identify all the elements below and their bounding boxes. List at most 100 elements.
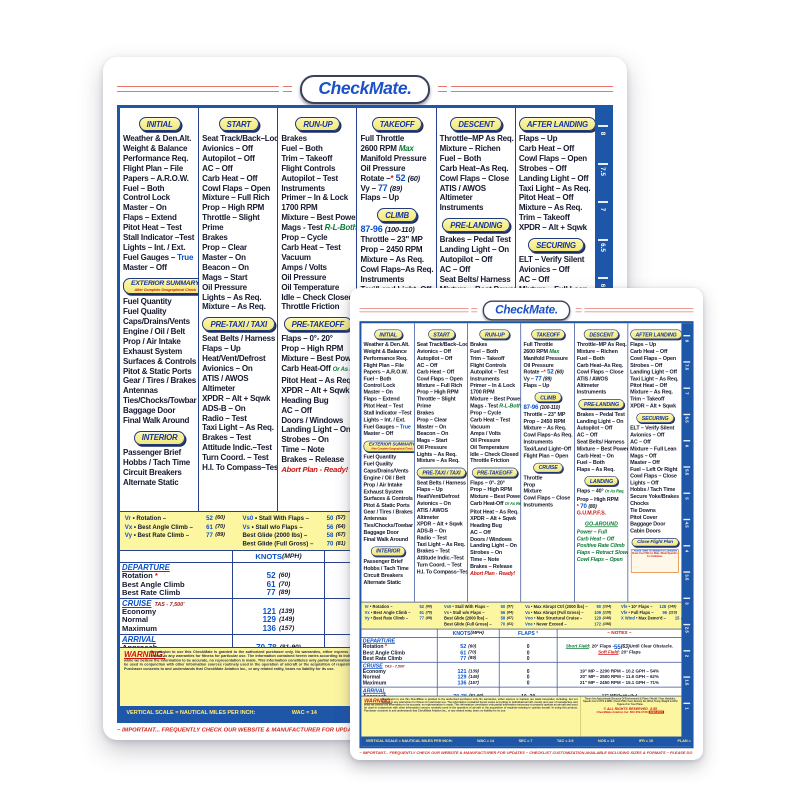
- checklist-item: Brakes – Pedal Test: [440, 235, 513, 245]
- checklist-text: Seat Belts/ Harness: [439, 274, 511, 284]
- checklist-text: Chocks: [630, 500, 649, 507]
- section-button-pre-taxi-taxi: PRE-TAXI / TAXI: [417, 467, 466, 478]
- checklist-item: Flight Controls: [281, 164, 354, 174]
- checkmate-logo: CheckMate.: [300, 74, 430, 104]
- warning-side-note: Times Are Approximate Because Of Environ…: [583, 697, 678, 706]
- checklist-text: Prime: [202, 223, 224, 233]
- checklist-items: Seat Belts / Harness Flaps – Up Heat/Vent/…: [417, 480, 468, 576]
- checklist-text: Prop / Air Intake: [363, 481, 403, 488]
- checklist-item: Cabin Doors: [630, 528, 680, 535]
- checklist-item: Flight Plan – Open: [523, 452, 572, 459]
- checklist-item: Control Lock: [123, 193, 196, 203]
- checklist-item: Mags – Start: [417, 437, 466, 444]
- checklist-text: (89): [389, 183, 403, 193]
- checklist-text: Ties/Chocks/Towbar: [123, 396, 197, 406]
- checklist-item: Taxi Light – As Req.: [519, 184, 593, 194]
- checklist-text: Mags - Test: [281, 223, 325, 233]
- update-notice: ~ IMPORTANT... FREQUENTLY CHECK OUR WEBS…: [359, 750, 693, 758]
- checklist-item: XPDR – Alt + Sqwk: [470, 515, 519, 522]
- checklist-item: Flaps – 0°- 20°: [281, 334, 354, 344]
- checklist-item: Fuel – Both: [577, 355, 626, 362]
- checklist-item: Prop – High RPM: [417, 389, 466, 396]
- checklist-text: Final Walk Around: [123, 416, 190, 426]
- warning-band: WARNING: Permission to use this CheckMate…: [361, 695, 682, 737]
- checklist-text: Soft Field: [598, 649, 619, 655]
- checklist-items: Brakes Fuel – Both Trim – Takeoff Flight Co…: [281, 134, 356, 312]
- speeds-row-label: Best Angle Climb: [122, 579, 185, 589]
- warning-body-wrap: Permission to use this CheckMate is gran…: [364, 698, 578, 713]
- checklist-text: Abort Plan - Ready!: [470, 570, 516, 577]
- checklist-text: Oil Pressure: [360, 163, 406, 173]
- vspeed-mph: (126): [602, 610, 612, 615]
- checklist-text: Manifold Pressure: [360, 153, 427, 163]
- vspeed-label: Vs0 • Stall With Flaps –: [443, 604, 489, 610]
- checklist-text: 87-96: [523, 403, 540, 411]
- checklist-text: Taxi Light – As Req.: [416, 541, 466, 548]
- section-button-label: INITIAL: [379, 331, 397, 338]
- checklist-item: Heading Bug: [470, 522, 519, 529]
- speeds-group-name: CRUISE TAS - 7,500': [122, 598, 185, 608]
- checklist-item: Autopilot – Test: [470, 369, 519, 376]
- checklist-items: Brakes Fuel – Both Trim – Takeoff Flight Co…: [470, 341, 521, 464]
- section-button-label: AFTER LANDING: [635, 331, 677, 338]
- checklist-text: AC – Off: [630, 438, 651, 445]
- ruler-label: 7: [684, 392, 689, 395]
- checklist-text: Caps/Drains/Vents: [123, 317, 190, 326]
- checklist-item: Prop – High RPM: [470, 486, 519, 493]
- scale-bar-segment-7: PLAN = 15: [677, 739, 692, 744]
- checklist-text: Oil Temperature: [281, 282, 340, 292]
- checklist-text: Mixture – Full Rich: [416, 382, 463, 389]
- checklist-item: Radio – Test: [417, 534, 466, 541]
- checklist-item: Papers – A.R.O.W.: [123, 174, 196, 184]
- checklist-item: * 70 (80): [577, 502, 626, 510]
- checklist-item: Flaps – Up: [360, 193, 433, 203]
- checklist-text: Autopilot – Test: [470, 368, 509, 375]
- checklist-text: Surfaces & Controls: [363, 495, 413, 502]
- scale-bar: VERTICAL SCALE = NAUTICAL MILES PER INCH…: [361, 736, 692, 747]
- checklist-text: Autopilot – Test: [281, 173, 338, 183]
- vspeed-mph: (89): [425, 616, 433, 621]
- section-button-label: PRE-LANDING: [450, 220, 503, 230]
- checklist-text: Engine / Oil / Belt: [123, 326, 185, 336]
- section-button-label: INITIAL: [146, 119, 173, 129]
- scale-bar-segment-3: SEC = 7: [518, 739, 533, 744]
- checklist-items: Passenger Brief Hobbs / Tach Time Circuit …: [363, 558, 412, 585]
- checklist-text: Trim – Takeoff: [281, 153, 333, 163]
- checklist-text: Altimeter: [439, 193, 473, 203]
- checklist-item: Cowl Flaps–As Req.: [523, 432, 572, 439]
- checklist-item: Mixture – Full Rich: [417, 382, 466, 389]
- vspeed-value: 15: [674, 615, 680, 621]
- checklist-item: Lights – Int. / Ext.: [123, 243, 196, 253]
- checklist-text: AC – Off: [470, 528, 491, 536]
- checklist-item: Trim – Takeoff: [281, 154, 354, 164]
- ruler-tick: 5.5: [681, 466, 691, 477]
- speeds-row-label: Rotation *: [122, 571, 158, 580]
- checklist-item: Seat Belts / Harness: [417, 480, 466, 487]
- checklist-item: Weather & Den.Alt.: [123, 134, 196, 144]
- checklist-text: ATIS / AWOS: [202, 373, 249, 383]
- checklist-text: Fuel Quality: [363, 460, 393, 468]
- vspeed-group-4: Vfe • 10° Flaps –128(148)Vfe • Full Flap…: [621, 604, 681, 627]
- checklist-item: Mixture – Richen: [577, 348, 626, 355]
- ruler-tick: 6.5: [681, 413, 691, 424]
- checklist-text: R-L-Both: [324, 223, 358, 233]
- checklist-text: Mixture: [523, 488, 542, 495]
- speeds-row-flaps: 10 -20: [498, 693, 557, 696]
- checklist-text: Or As Req.: [604, 490, 625, 495]
- checklist-text: Max: [549, 348, 560, 355]
- ruler-tick: 1.5: [681, 676, 691, 687]
- checklist-text: Amps / Volts: [281, 262, 327, 272]
- vspeed-line: Vne • Never Exceed – 172(198): [525, 622, 617, 628]
- checklist-item: Carb Heat – Off: [630, 348, 680, 355]
- checklist-item: Abort Plan - Ready!: [281, 465, 354, 475]
- vspeed-mph: (57): [506, 604, 514, 609]
- checklist-text: Cowl Flaps – Close: [523, 494, 571, 502]
- checklist-text: Flight Controls: [281, 163, 336, 173]
- checklist-item: Seat Belts/ Harness: [577, 439, 626, 446]
- checklist-item: Taxi Light – As Req.: [417, 541, 466, 548]
- checklist-item: AC – Off: [630, 439, 680, 446]
- checklist-text: *: [390, 173, 394, 183]
- section-button-label: Close Flight Plan: [637, 539, 674, 545]
